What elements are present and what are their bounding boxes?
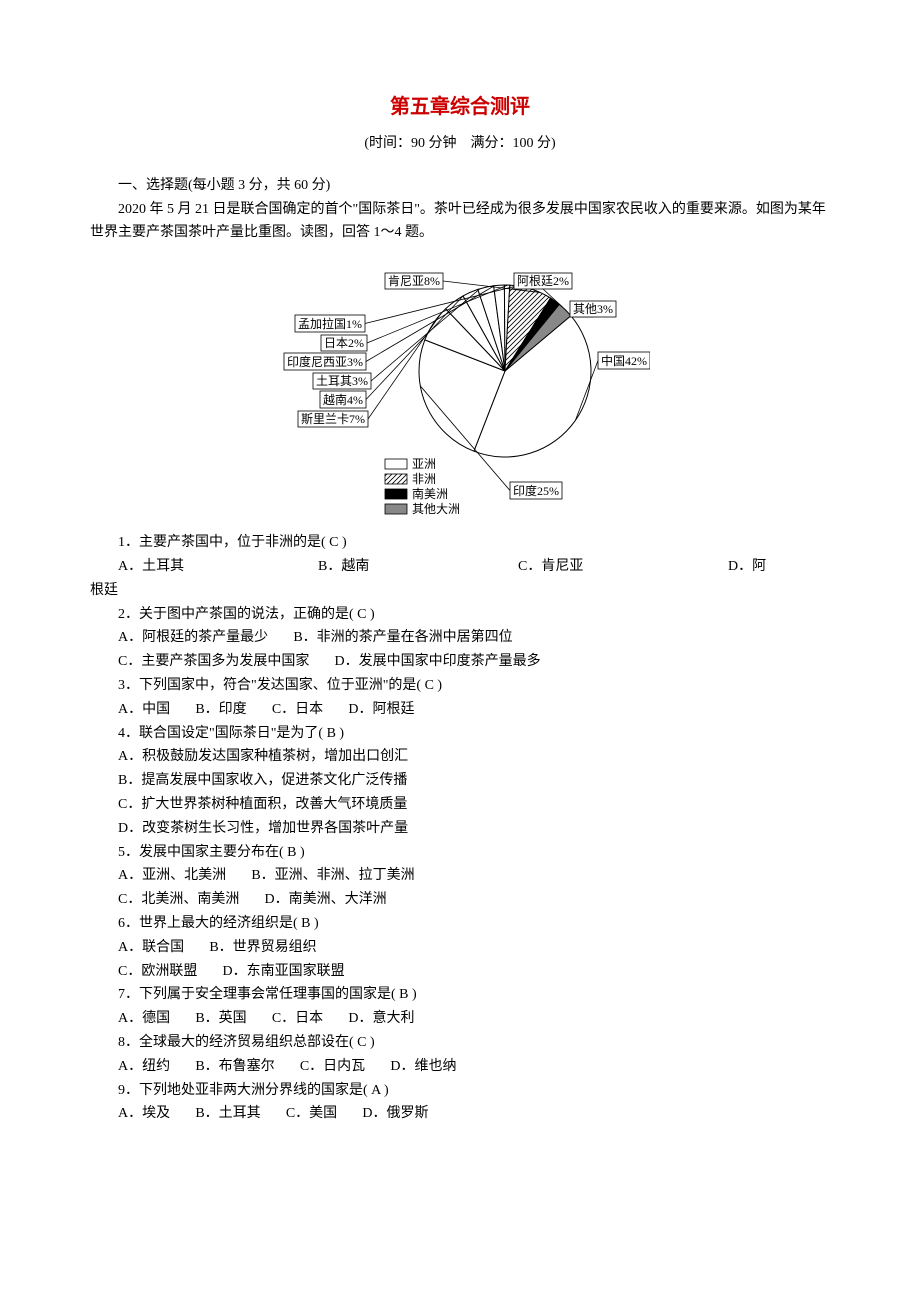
pie-label-text: 其他3%	[573, 302, 613, 316]
option: C．肯尼亚	[518, 555, 728, 579]
question-options: A．埃及 B．土耳其 C．美国 D．俄罗斯	[90, 1102, 830, 1126]
intro-paragraph: 2020 年 5 月 21 日是联合国确定的首个"国际茶日"。茶叶已经成为很多发…	[90, 198, 830, 246]
question-stem: 6．世界上最大的经济组织是( B )	[90, 912, 830, 936]
option: B．世界贸易组织	[209, 940, 316, 955]
question-stem: 2．关于图中产茶国的说法，正确的是( C )	[90, 603, 830, 627]
question-options: C．北美洲、南美洲 D．南美洲、大洋洲	[90, 888, 830, 912]
pie-label-text: 印度25%	[513, 483, 559, 498]
question-stem: 8．全球最大的经济贸易组织总部设在( C )	[90, 1031, 830, 1055]
option: B．布鲁塞尔	[195, 1059, 274, 1074]
question-stem: 3．下列国家中，符合"发达国家、位于亚洲"的是( C )	[90, 674, 830, 698]
option: D．维也纳	[390, 1059, 456, 1074]
option: C．日本	[272, 1011, 323, 1026]
pie-label-text: 印度尼西亚3%	[287, 354, 363, 369]
pie-label-text: 越南4%	[323, 392, 363, 407]
option: D．阿	[728, 555, 798, 579]
option: C．欧洲联盟	[118, 964, 197, 979]
option: B．土耳其	[195, 1106, 260, 1121]
option: D．南美洲、大洋洲	[265, 892, 387, 907]
option: B．提高发展中国家收入，促进茶文化广泛传播	[90, 769, 830, 793]
option: C．扩大世界茶树种植面积，改善大气环境质量	[90, 793, 830, 817]
question-options: A．土耳其B．越南C．肯尼亚D．阿	[90, 555, 830, 579]
question-stem: 7．下列属于安全理事会常任理事国的国家是( B )	[90, 983, 830, 1007]
question-stem: 5．发展中国家主要分布在( B )	[90, 841, 830, 865]
pie-label-text: 阿根廷2%	[517, 274, 569, 288]
question-stem: 9．下列地处亚非两大洲分界线的国家是( A )	[90, 1079, 830, 1103]
question-options: A．中国 B．印度 C．日本 D．阿根廷	[90, 698, 830, 722]
exam-meta: (时间：90 分钟 满分：100 分)	[90, 132, 830, 156]
option: C．美国	[286, 1106, 337, 1121]
section-1-heading: 一、选择题(每小题 3 分，共 60 分)	[90, 174, 830, 198]
question-options: A．纽约 B．布鲁塞尔 C．日内瓦 D．维也纳	[90, 1055, 830, 1079]
option: D．阿根廷	[348, 702, 414, 717]
option: D．俄罗斯	[362, 1106, 428, 1121]
pie-label-text: 肯尼亚8%	[388, 274, 440, 288]
option: D．东南亚国家联盟	[223, 964, 345, 979]
option: D．改变茶树生长习性，增加世界各国茶叶产量	[90, 817, 830, 841]
option: B．非洲的茶产量在各洲中居第四位	[293, 630, 512, 645]
option: B．越南	[318, 555, 518, 579]
option: B．亚洲、非洲、拉丁美洲	[251, 868, 414, 883]
pie-label-text: 日本2%	[324, 336, 364, 350]
option: B．印度	[195, 702, 246, 717]
option: A．积极鼓励发达国家种植茶树，增加出口创汇	[90, 745, 830, 769]
question-stem: 1．主要产茶国中，位于非洲的是( C )	[90, 531, 830, 555]
pie-label-text: 孟加拉国1%	[298, 316, 362, 331]
question-options: A．阿根廷的茶产量最少 B．非洲的茶产量在各洲中居第四位	[90, 626, 830, 650]
question-options: C．主要产茶国多为发展中国家 D．发展中国家中印度茶产量最多	[90, 650, 830, 674]
option: A．亚洲、北美洲	[118, 868, 226, 883]
option: A．纽约	[118, 1059, 170, 1074]
pie-label-text: 斯里兰卡7%	[301, 412, 365, 426]
question-stem: 4．联合国设定"国际茶日"是为了( B )	[90, 722, 830, 746]
option: A．中国	[118, 702, 170, 717]
legend-label: 其他大洲	[412, 502, 460, 516]
legend-swatch	[385, 489, 407, 499]
option: A．阿根廷的茶产量最少	[118, 630, 268, 645]
question-options: A．联合国 B．世界贸易组织	[90, 936, 830, 960]
option: C．日内瓦	[300, 1059, 365, 1074]
legend-label: 亚洲	[412, 457, 436, 471]
option: A．德国	[118, 1011, 170, 1026]
legend-label: 南美洲	[412, 486, 448, 501]
option: C．日本	[272, 702, 323, 717]
question-options: C．欧洲联盟 D．东南亚国家联盟	[90, 960, 830, 984]
question-options: A．亚洲、北美洲 B．亚洲、非洲、拉丁美洲	[90, 864, 830, 888]
option: A．土耳其	[118, 555, 318, 579]
option: D．意大利	[348, 1011, 414, 1026]
option: A．埃及	[118, 1106, 170, 1121]
questions-list: 1．主要产茶国中，位于非洲的是( C )A．土耳其B．越南C．肯尼亚D．阿根廷2…	[90, 531, 830, 1126]
option: C．主要产茶国多为发展中国家	[118, 654, 309, 669]
question-options: A．德国 B．英国 C．日本 D．意大利	[90, 1007, 830, 1031]
option-wrap: 根廷	[90, 579, 830, 603]
tea-production-pie-chart: 中国42% 印度25% 斯里兰卡7% 越南4% 土耳其3% 印度尼西亚3% 日本2% 孟加拉国…	[270, 251, 650, 521]
legend-swatch	[385, 474, 407, 484]
page-title: 第五章综合测评	[90, 90, 830, 124]
pie-label-text: 土耳其3%	[316, 374, 368, 388]
legend-swatch	[385, 459, 407, 469]
option: D．发展中国家中印度茶产量最多	[335, 654, 541, 669]
option: B．英国	[195, 1011, 246, 1026]
legend-swatch	[385, 504, 407, 514]
pie-chart-container: 中国42% 印度25% 斯里兰卡7% 越南4% 土耳其3% 印度尼西亚3% 日本2% 孟加拉国…	[90, 251, 830, 521]
pie-label-text: 中国42%	[601, 353, 647, 368]
option: C．北美洲、南美洲	[118, 892, 239, 907]
legend-label: 非洲	[412, 472, 436, 486]
option: A．联合国	[118, 940, 184, 955]
